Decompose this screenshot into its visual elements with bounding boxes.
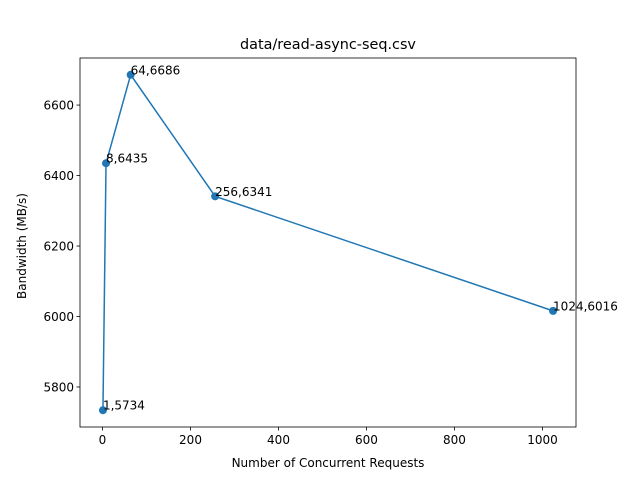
data-point xyxy=(126,70,135,79)
x-tick-label: 400 xyxy=(267,433,290,447)
y-tick-label: 6200 xyxy=(43,239,74,253)
x-tick-label: 800 xyxy=(443,433,466,447)
data-label: 64,6686 xyxy=(131,63,181,77)
data-point xyxy=(549,306,558,315)
x-tick-label: 600 xyxy=(355,433,378,447)
data-label: 256,6341 xyxy=(215,185,272,199)
data-label: 1024,6016 xyxy=(553,299,618,313)
x-tick-label: 1000 xyxy=(527,433,558,447)
data-label: 1,5734 xyxy=(103,399,145,413)
y-tick-label: 6000 xyxy=(43,310,74,324)
data-point xyxy=(98,406,107,415)
data-point xyxy=(102,159,111,168)
x-tick-label: 200 xyxy=(179,433,202,447)
plot-area: 0 200 400 600 800 1000 5800 6000 6200 6400 6600 1,5… xyxy=(43,57,618,447)
y-tick-label: 5800 xyxy=(43,380,74,394)
data-label: 8,6435 xyxy=(106,152,148,166)
y-tick-label: 6600 xyxy=(43,98,74,112)
y-tick-label: 6400 xyxy=(43,169,74,183)
data-point xyxy=(211,192,220,201)
x-axis-label: Number of Concurrent Requests xyxy=(232,456,425,470)
y-axis-label: Bandwidth (MB/s) xyxy=(15,193,29,299)
axes-frame xyxy=(79,57,577,428)
chart-title: data/read-async-seq.csv xyxy=(240,37,416,53)
x-tick-label: 0 xyxy=(99,433,107,447)
